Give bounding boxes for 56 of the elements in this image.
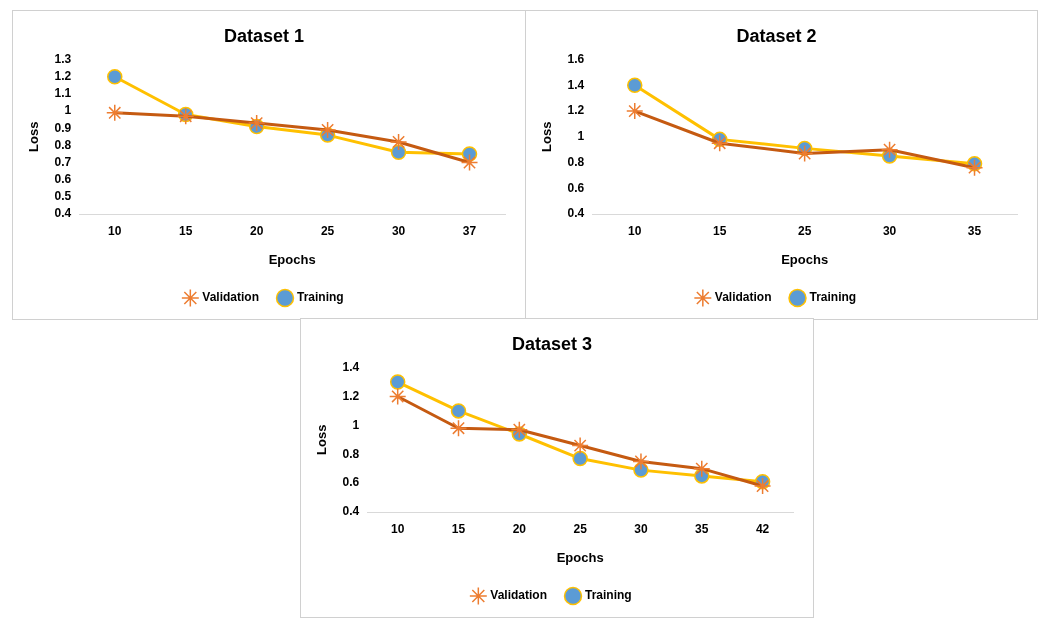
legend-label: Training — [585, 588, 632, 603]
legend-label: Training — [297, 290, 344, 305]
x-tick-label: 42 — [755, 521, 770, 536]
y-tick-label: 0.4 — [567, 206, 585, 221]
x-tick-label: 10 — [108, 223, 122, 238]
y-tick-label: 0.8 — [54, 137, 72, 152]
x-tick-label: 10 — [391, 521, 405, 536]
y-axis-title: Loss — [26, 121, 42, 152]
y-tick-label: 0.6 — [54, 172, 72, 186]
x-tick-label: 15 — [451, 521, 466, 536]
x-tick-label: 15 — [179, 223, 193, 238]
y-tick-label: 1.1 — [54, 86, 72, 101]
y-axis-title: Loss — [314, 424, 330, 455]
y-tick-label: 0.9 — [54, 120, 72, 135]
y-tick-label: 1.3 — [54, 51, 72, 66]
y-axis-title: Loss — [539, 121, 555, 152]
x-tick-label: 10 — [628, 223, 642, 238]
x-tick-label: 15 — [713, 223, 727, 238]
legend-label: Training — [809, 290, 857, 305]
legend-label: Validation — [202, 290, 260, 305]
legend-label: Validation — [490, 588, 548, 603]
x-axis-title: Epochs — [556, 549, 604, 565]
x-tick-label: 37 — [462, 223, 477, 238]
y-tick-label: 0.8 — [567, 154, 585, 169]
y-tick-label: 1.2 — [342, 388, 360, 403]
y-tick-label: 1 — [64, 103, 72, 118]
y-tick-label: 1.6 — [567, 51, 585, 66]
x-axis-title: Epochs — [268, 251, 316, 267]
chart-title: Dataset 3 — [511, 333, 593, 354]
chart-title: Dataset 1 — [223, 25, 305, 46]
y-tick-label: 1.2 — [567, 103, 585, 118]
x-tick-label: 25 — [797, 223, 812, 238]
y-tick-label: 0.6 — [567, 180, 585, 195]
y-tick-label: 0.5 — [54, 189, 72, 204]
x-tick-label: 20 — [249, 223, 264, 238]
chart-title: Dataset 2 — [736, 25, 817, 46]
y-tick-label: 1 — [577, 129, 585, 144]
x-tick-label: 35 — [967, 223, 982, 238]
y-tick-label: 0.7 — [54, 154, 72, 169]
x-tick-label: 30 — [634, 521, 648, 536]
x-tick-label: 25 — [573, 521, 588, 536]
y-tick-label: 1.2 — [54, 69, 72, 84]
x-tick-label: 30 — [391, 223, 406, 238]
x-axis-title: Epochs — [781, 251, 829, 267]
legend-label: Validation — [714, 290, 772, 305]
y-tick-label: 1 — [352, 417, 360, 432]
x-tick-label: 20 — [512, 521, 527, 536]
x-tick-label: 25 — [320, 223, 335, 238]
y-tick-label: 0.8 — [342, 446, 360, 461]
y-tick-label: 0.4 — [342, 504, 360, 519]
x-tick-label: 30 — [882, 223, 897, 238]
y-tick-label: 1.4 — [567, 77, 585, 92]
y-tick-label: 0.6 — [342, 475, 360, 490]
x-tick-label: 35 — [695, 521, 709, 536]
y-tick-label: 1.4 — [342, 359, 360, 374]
y-tick-label: 0.4 — [54, 206, 72, 221]
